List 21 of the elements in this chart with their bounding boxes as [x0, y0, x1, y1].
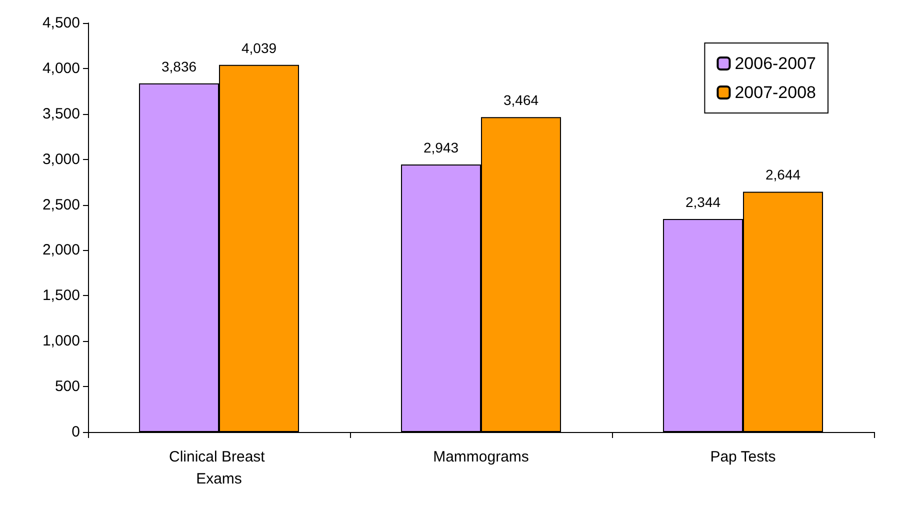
y-tick-label: 4,000: [42, 60, 80, 77]
y-tick-label: 3,500: [42, 105, 80, 122]
data-label: 3,836: [161, 58, 197, 74]
y-tick-label: 500: [54, 378, 80, 396]
data-label: 2,344: [685, 194, 721, 210]
y-tick-label: 1,500: [42, 287, 80, 304]
y-tick-label: 1,000: [42, 332, 80, 350]
data-label: 2,943: [423, 140, 459, 156]
x-tick-label: Clinical Breast Exams: [168, 448, 270, 488]
legend-label: 2006-2007: [734, 54, 816, 73]
y-tick-label: 2,500: [42, 196, 80, 214]
y-tick-label: 3,000: [42, 150, 80, 168]
legend-label: 2007-2008: [734, 83, 816, 102]
data-label: 4,039: [241, 40, 277, 56]
y-tick-label: 0: [72, 424, 80, 440]
x-tick-label: Mammograms: [433, 448, 529, 466]
x-tick-label: Pap Tests: [710, 448, 776, 466]
data-label: 2,644: [765, 166, 801, 183]
data-label: 3,464: [503, 92, 539, 108]
y-tick-label: 2,000: [42, 242, 80, 259]
y-tick-label: 4,500: [42, 14, 80, 32]
